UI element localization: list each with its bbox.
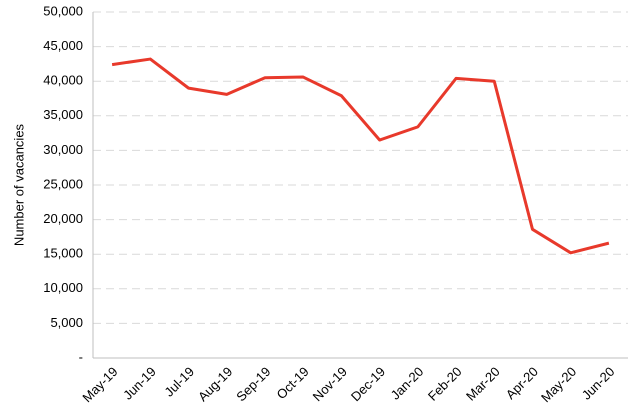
y-tick-label: 45,000 [43,38,83,53]
x-tick-label: Jun-20 [579,364,618,403]
y-tick-label: 5,000 [50,315,83,330]
x-tick-label: May-19 [79,364,120,405]
x-tick-label: Dec-19 [348,364,388,404]
y-tick-label: 40,000 [43,73,83,88]
y-tick-label: 35,000 [43,107,83,122]
x-tick-label: Mar-20 [463,364,503,404]
x-tick-label: May-20 [538,364,579,405]
y-tick-label: 25,000 [43,176,83,191]
x-tick-label: Oct-19 [274,364,312,402]
x-tick-label: Feb-20 [425,364,465,404]
x-tick-label: Jan-20 [388,364,427,403]
x-tick-label: Jul-19 [161,364,197,400]
y-tick-label: - [79,349,83,364]
x-tick-label: Apr-20 [503,364,541,402]
y-tick-label: 30,000 [43,142,83,157]
line [111,57,610,255]
x-tick-label: Nov-19 [310,364,350,404]
y-tick-label: 50,000 [43,3,83,18]
x-tick-label: Aug-19 [195,364,235,404]
y-tick-label: 10,000 [43,280,83,295]
y-tick-label: 20,000 [43,211,83,226]
y-axis-label: Number of vacancies [11,123,26,246]
x-tick-label: Jun-19 [120,364,159,403]
y-tick-label: 15,000 [43,246,83,261]
x-tick-label: Sep-19 [233,364,273,404]
